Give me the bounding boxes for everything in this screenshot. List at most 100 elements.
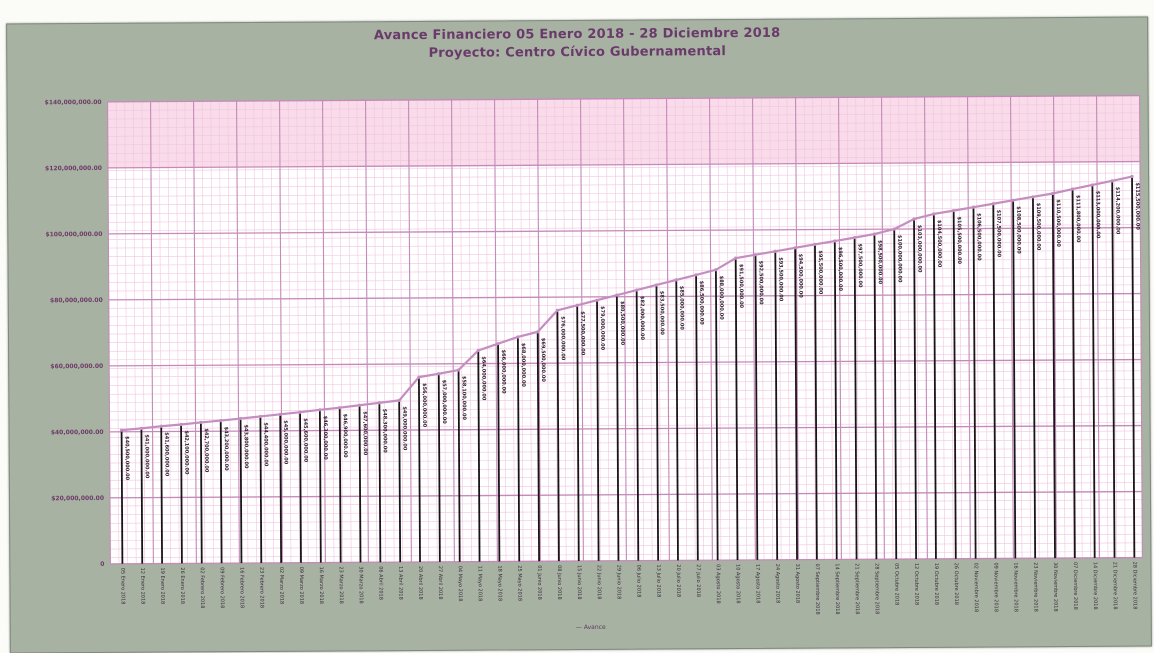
grid-major-horizontal xyxy=(108,292,1141,301)
data-point xyxy=(159,424,163,428)
drop-line xyxy=(615,295,620,561)
data-point xyxy=(437,372,441,376)
data-label: $107,500,000.00 xyxy=(995,210,1001,258)
y-tick-label: $100,000,000.00 xyxy=(45,231,102,238)
data-point xyxy=(773,249,777,253)
drop-line xyxy=(655,284,660,561)
x-tick-label: 26 Enero 2018 xyxy=(179,567,185,604)
data-point xyxy=(417,375,421,379)
data-point xyxy=(536,330,540,334)
data-label: $85,000,000.00 xyxy=(678,286,684,331)
grid-minor-vertical xyxy=(769,97,773,560)
x-tick-label: 13 Julio 2018 xyxy=(655,565,661,598)
grid-minor-vertical xyxy=(305,100,309,563)
data-point xyxy=(734,256,738,260)
x-tick-label: 23 Marzo 2018 xyxy=(338,566,344,603)
grid-minor-vertical xyxy=(270,100,275,563)
data-point xyxy=(357,403,362,407)
data-label: $41,000,000.00 xyxy=(143,434,149,479)
grid-minor-vertical xyxy=(821,97,825,560)
drop-line xyxy=(279,414,283,563)
grid-minor-vertical xyxy=(528,99,533,562)
data-label: $64,000,000.00 xyxy=(480,356,486,401)
grid-minor-vertical xyxy=(1036,96,1040,559)
grid-minor-vertical xyxy=(889,97,894,560)
grid-minor-vertical xyxy=(657,98,662,561)
data-label: $42,700,000.00 xyxy=(203,428,209,473)
drop-line xyxy=(477,350,481,562)
x-tick-label: 23 Noviembre 2018 xyxy=(1032,562,1038,612)
data-point xyxy=(753,253,758,257)
drop-line xyxy=(457,370,461,562)
grid-major-vertical xyxy=(1052,96,1057,559)
grid-minor-vertical xyxy=(786,97,791,560)
grid-minor-vertical xyxy=(434,99,438,562)
drop-line xyxy=(497,343,501,562)
data-label: $94,500,000.00 xyxy=(797,254,803,299)
grid-minor-vertical xyxy=(399,100,404,563)
data-point xyxy=(575,303,579,307)
data-point xyxy=(1011,198,1015,202)
grid-major-vertical xyxy=(150,101,154,564)
grid-major-vertical xyxy=(752,97,756,560)
drop-line xyxy=(635,290,640,561)
grid-minor-vertical xyxy=(717,98,722,561)
grid-minor-vertical xyxy=(726,98,730,561)
grid-minor-vertical xyxy=(210,101,214,564)
grid-minor-vertical xyxy=(425,99,429,562)
drop-line xyxy=(219,420,223,564)
grid-major-vertical xyxy=(236,101,240,564)
grid-major-horizontal xyxy=(109,358,1142,367)
grid-major-horizontal xyxy=(107,94,1140,103)
x-tick-label: 28 Diciembre 2018 xyxy=(1131,562,1137,610)
data-label: $69,500,000.00 xyxy=(540,338,546,383)
data-point xyxy=(833,239,837,243)
grid-minor-vertical xyxy=(1061,96,1066,559)
data-point xyxy=(952,208,956,213)
data-label: $100,000,000.00 xyxy=(896,235,902,283)
drop-line xyxy=(239,418,243,564)
chart-canvas: $40,500,000.00 $41,000,000.00 $41,600,000.… xyxy=(45,94,1143,615)
grid-minor-vertical xyxy=(597,98,601,561)
drop-line xyxy=(358,405,362,563)
drop-line xyxy=(794,247,798,560)
grid-major-vertical xyxy=(1010,96,1014,559)
grid-major-vertical xyxy=(193,101,197,564)
x-tick-label: 31 Agosto 2018 xyxy=(794,564,800,604)
x-tick-label: 21 Diciembre 2018 xyxy=(1112,562,1118,610)
grid-minor-vertical xyxy=(287,100,292,563)
grid-major-vertical xyxy=(451,99,455,562)
grid-minor-vertical xyxy=(649,98,653,561)
grid-major-vertical xyxy=(107,101,111,564)
grid-minor-vertical xyxy=(330,100,335,563)
x-tick-label: 27 Julio 2018 xyxy=(695,564,701,597)
drop-line xyxy=(180,424,183,564)
data-label: $76,000,000.00 xyxy=(559,316,565,361)
x-tick-label: 11 Mayo 2018 xyxy=(477,566,483,602)
grid-major-vertical xyxy=(666,98,670,561)
grid-minor-vertical xyxy=(700,98,705,561)
x-tick-label: 20 Abril 2018 xyxy=(417,566,423,600)
x-tick-label: 30 Noviembre 2018 xyxy=(1052,562,1058,612)
drop-line xyxy=(932,213,937,559)
drop-line xyxy=(1012,200,1017,559)
series-line-avance xyxy=(121,175,1133,432)
grid-major-vertical xyxy=(623,98,627,561)
grid-minor-vertical xyxy=(855,97,859,560)
grid-minor-vertical xyxy=(803,97,808,560)
data-label: $44,400,000.00 xyxy=(262,422,268,467)
data-point xyxy=(932,212,936,216)
grid-minor-vertical xyxy=(124,101,128,564)
data-label: $46,900,000.00 xyxy=(342,414,348,459)
drop-line xyxy=(1051,193,1056,559)
data-point xyxy=(714,268,718,272)
drop-line xyxy=(774,251,779,560)
grid-minor-vertical xyxy=(778,97,782,560)
drop-line xyxy=(893,229,898,560)
drop-line xyxy=(576,305,580,562)
grid-minor-vertical xyxy=(373,100,378,563)
drop-line xyxy=(1071,189,1076,558)
grid-minor-vertical xyxy=(227,101,232,564)
grid-minor-vertical xyxy=(554,99,558,562)
grid-major-vertical xyxy=(322,100,326,563)
